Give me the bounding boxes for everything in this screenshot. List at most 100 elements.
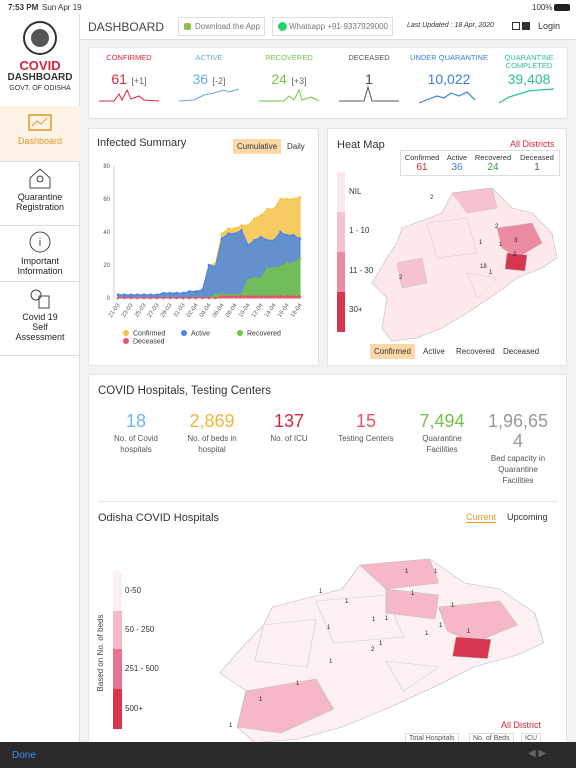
theme-dark[interactable]	[522, 22, 530, 30]
point	[214, 293, 217, 296]
point	[292, 197, 295, 201]
y-tick-label: 40	[103, 230, 110, 236]
tab[interactable]: Recovered	[456, 347, 495, 356]
point	[298, 257, 302, 260]
download-button[interactable]: Download the App	[178, 17, 265, 36]
point	[253, 295, 256, 298]
point	[155, 296, 159, 300]
point	[279, 265, 282, 268]
logo-subtitle: DASHBOARD	[7, 72, 73, 83]
point	[279, 197, 282, 201]
done-button[interactable]: Done	[12, 750, 36, 761]
all-districts-link[interactable]: All Districts	[510, 139, 555, 149]
point	[123, 296, 126, 300]
legend-label: Active	[191, 331, 210, 338]
all-district-link[interactable]: All District	[501, 720, 541, 730]
map-label: 1	[479, 240, 483, 246]
point	[227, 227, 230, 230]
nav-item[interactable]: i Important Information	[0, 226, 80, 282]
heat-stat: Recovered 24	[471, 153, 515, 173]
last-updated: Last Updated : 18 Apr, 2020	[407, 22, 494, 29]
android-icon	[184, 23, 191, 30]
point	[266, 295, 269, 298]
legend-marker	[123, 338, 129, 344]
point	[129, 293, 133, 296]
x-tick-label: 02-04	[186, 302, 200, 319]
tab[interactable]: Current	[466, 512, 497, 523]
nav-item[interactable]: Dashboard	[0, 106, 80, 162]
heat-map-stats: Confirmed 61 Active 36 Recovered 24 Decease…	[400, 150, 560, 176]
logo-caption: GOVT. OF ODISHA	[9, 85, 71, 92]
point	[266, 267, 269, 270]
legend-label: Recovered	[247, 331, 281, 338]
point	[142, 293, 146, 296]
point	[227, 232, 230, 235]
theme-light[interactable]	[512, 22, 520, 30]
legend-label: 30+	[349, 305, 363, 314]
nav-icon	[30, 289, 50, 309]
nav-label: Important Information	[17, 256, 63, 276]
stat: QUARANTINE COMPLETED 39,408	[489, 54, 569, 89]
legend-swatch	[337, 292, 345, 332]
whatsapp-button[interactable]: Whatsapp +91-9337929000	[272, 17, 393, 36]
point	[194, 296, 198, 300]
tab[interactable]: Active	[423, 347, 445, 356]
map-label: 3	[514, 238, 518, 244]
point	[246, 243, 250, 247]
nav-item[interactable]: Quarantine Registration	[0, 162, 80, 226]
legend-label: 251 - 500	[125, 664, 159, 673]
point	[233, 227, 237, 230]
login-button[interactable]: Login	[538, 21, 561, 31]
x-tick-label: 14-04	[264, 302, 278, 319]
map-label: 1	[425, 631, 429, 637]
point	[220, 295, 224, 298]
heat-map: NIL 1 - 10 11 - 30 30+ 2 1 2 3 1 2 18 1 …	[337, 172, 558, 342]
divider	[98, 501, 558, 502]
stat-delta: [+3]	[291, 76, 307, 86]
stat-label: QUARANTINE COMPLETED	[504, 53, 554, 70]
bottom-bar: Done ◀ ▶	[0, 742, 576, 768]
stat-label: ACTIVE	[195, 53, 223, 62]
point	[136, 293, 139, 296]
stat: RECOVERED 24 [+3]	[249, 54, 329, 89]
tab[interactable]: Cumulative	[233, 139, 282, 154]
point	[298, 295, 302, 298]
point	[292, 234, 295, 237]
heat-map-title: Heat Map	[337, 139, 385, 151]
stat-delta: [-2]	[212, 76, 226, 86]
point	[201, 296, 204, 300]
legend-label: 50 - 250	[125, 625, 155, 634]
chart: Infected Summary 0 20 40 60 80 21-03 23-03 25-0…	[97, 137, 304, 346]
map-labels: 1 1 1 1 1 1 1 1 1 1 1 1 2 1 1 1 1 1	[229, 569, 471, 729]
map-label: 1	[319, 589, 323, 595]
hospital-stat: 15 Testing Centers	[331, 411, 401, 444]
nav-label: Covid 19 Self Assessment	[15, 312, 65, 342]
map-label: 2	[371, 647, 375, 653]
point	[259, 214, 263, 217]
point	[240, 224, 243, 227]
map-label: 1	[405, 569, 409, 575]
hospital-stat-label: No. of beds in hospital	[187, 434, 237, 454]
logo-emblem	[23, 21, 57, 55]
tab[interactable]: Confirmed	[370, 344, 415, 359]
hospital-stat-value: 15	[355, 411, 377, 431]
point	[201, 288, 204, 292]
point	[240, 229, 243, 232]
point	[142, 296, 146, 300]
legend-swatch	[113, 611, 122, 649]
nav-item[interactable]: Covid 19 Self Assessment	[0, 282, 80, 356]
heat-stat-value: 24	[487, 162, 499, 173]
point	[123, 293, 126, 296]
battery-level: 100%	[532, 3, 553, 12]
point	[285, 295, 289, 298]
nav-arrows[interactable]: ◀ ▶	[528, 748, 547, 759]
point	[116, 293, 120, 296]
legend-swatch	[113, 689, 122, 729]
hospital-stat: 137 No. of ICU	[254, 411, 324, 444]
point	[227, 295, 230, 298]
tab[interactable]: Upcoming	[507, 512, 548, 522]
tab[interactable]: Deceased	[503, 347, 540, 356]
nav-icon: i	[29, 231, 51, 253]
hospital-stat: 2,869 No. of beds in hospital	[177, 411, 247, 455]
tab[interactable]: Daily	[287, 142, 305, 151]
